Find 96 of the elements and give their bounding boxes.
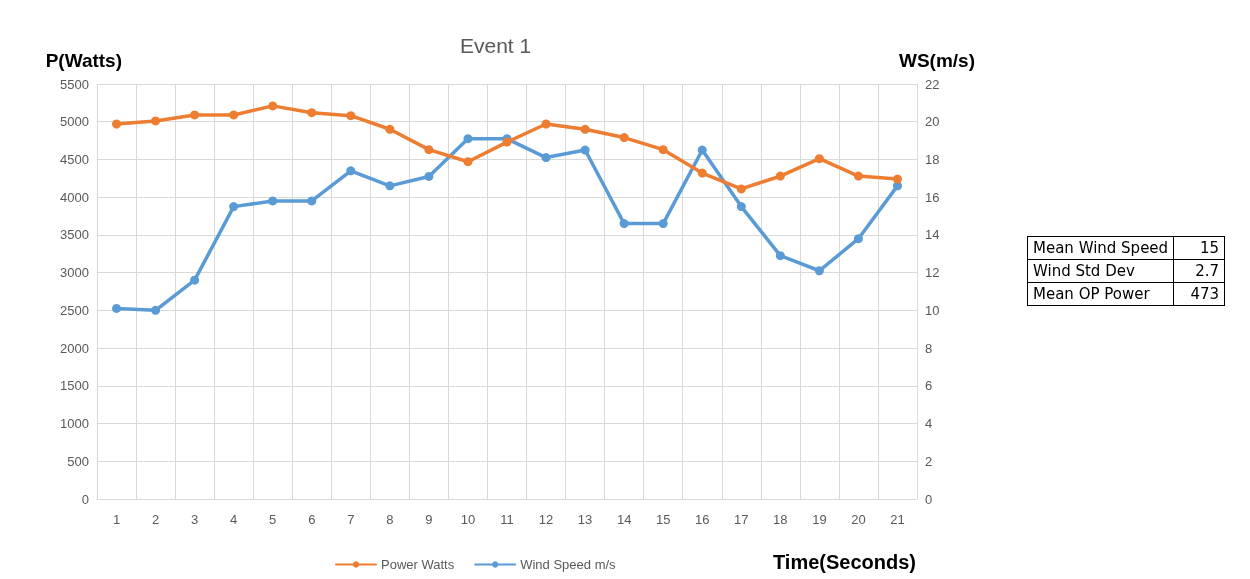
- y2-tick-label: 0: [925, 491, 933, 507]
- y2-tick-label: 8: [925, 340, 933, 356]
- point: [853, 171, 863, 181]
- y2-tick-label: 16: [925, 189, 940, 205]
- point: [814, 266, 824, 276]
- point: [424, 171, 434, 181]
- x-tick-label: 20: [851, 512, 866, 527]
- x-tick-label: 15: [655, 512, 671, 527]
- x-tick-label: 1: [112, 512, 121, 527]
- y2-tick-label: 10: [925, 302, 940, 318]
- point: [736, 202, 746, 212]
- y-axis-title: P(Watts): [45, 50, 122, 71]
- y2-tick-label: 12: [925, 265, 940, 281]
- y2-tick-label: 20: [925, 114, 940, 130]
- point: [619, 219, 629, 229]
- y-tick-label: 3500: [60, 227, 89, 243]
- point: [541, 153, 551, 163]
- y-tick-label: 1500: [60, 378, 89, 394]
- x-tick-label: 14: [616, 512, 632, 527]
- point: [112, 119, 122, 129]
- x-axis-title: Time(Seconds): [773, 551, 916, 573]
- point: [814, 154, 824, 164]
- x-tick-label: 2: [151, 512, 160, 527]
- point: [229, 202, 239, 212]
- text: Wind Std Dev: [1027, 259, 1174, 283]
- text: Mean OP Power: [1027, 282, 1174, 306]
- point: [385, 124, 395, 134]
- point: [658, 145, 668, 155]
- point: [619, 133, 629, 143]
- y-tick-label: 2500: [60, 302, 89, 318]
- x-tick-label: 13: [577, 512, 593, 527]
- point: [112, 303, 122, 313]
- y2-axis-title: WS(m/s): [899, 50, 975, 71]
- x-tick-label: 21: [890, 512, 905, 527]
- point: [229, 110, 239, 120]
- point: [307, 196, 317, 206]
- x-tick-label: 6: [308, 512, 316, 527]
- y-tick-label: 500: [67, 453, 89, 469]
- point: [541, 119, 551, 129]
- x-tick-label: 19: [812, 512, 827, 527]
- y-tick-label: 5500: [60, 76, 89, 92]
- x-tick-label: 7: [347, 512, 355, 527]
- text: 473: [1173, 282, 1225, 306]
- point: [463, 134, 473, 144]
- legend-label: Wind Speed m/s: [520, 557, 617, 572]
- point: [697, 145, 707, 155]
- point: [736, 184, 746, 194]
- x-tick-label: 8: [386, 512, 394, 527]
- legend-label: Power Watts: [381, 557, 455, 572]
- point: [268, 101, 278, 111]
- point: [775, 251, 785, 261]
- x-tick-label: 18: [773, 512, 788, 527]
- y-tick-label: 5000: [60, 114, 89, 130]
- point: [658, 219, 668, 229]
- x-tick-label: 3: [191, 512, 199, 527]
- point: [190, 275, 200, 285]
- y2-tick-label: 14: [925, 227, 940, 243]
- y-tick-label: 3000: [60, 265, 89, 281]
- x-tick-label: 4: [230, 512, 238, 527]
- text: 15: [1173, 236, 1225, 260]
- x-tick-label: 10: [460, 512, 476, 527]
- x-tick-label: 9: [425, 512, 433, 527]
- point: [580, 145, 590, 155]
- x-tick-label: 5: [269, 512, 277, 527]
- point: [853, 234, 863, 244]
- point: [385, 181, 395, 191]
- y2-tick-label: 22: [925, 76, 940, 92]
- text: 2.7: [1173, 259, 1225, 283]
- y2-tick-label: 18: [925, 151, 940, 167]
- point: [151, 305, 161, 315]
- point: [775, 171, 785, 181]
- y2-tick-label: 6: [925, 378, 933, 394]
- y2-tick-label: 2: [925, 453, 933, 469]
- point: [346, 111, 356, 121]
- x-tick-label: 16: [695, 512, 710, 527]
- x-tick-label: 17: [734, 512, 749, 527]
- text: Mean Wind Speed: [1027, 236, 1174, 260]
- y-tick-label: 4000: [60, 189, 89, 205]
- y-tick-label: 0: [81, 491, 89, 507]
- y-tick-label: 4500: [60, 151, 89, 167]
- y2-tick-label: 4: [925, 416, 933, 432]
- point: [697, 168, 707, 178]
- chart-title: Event 1: [460, 34, 532, 57]
- x-tick-label: 12: [538, 512, 554, 527]
- point: [424, 145, 434, 155]
- x-tick-label: 11: [500, 512, 514, 527]
- y-tick-label: 2000: [60, 340, 89, 356]
- point: [346, 166, 356, 176]
- point: [580, 124, 590, 134]
- point: [268, 196, 278, 206]
- point: [307, 108, 317, 118]
- point: [190, 110, 200, 120]
- point: [892, 174, 902, 184]
- y-tick-label: 1000: [60, 416, 89, 432]
- point: [463, 157, 473, 167]
- point: [151, 116, 161, 126]
